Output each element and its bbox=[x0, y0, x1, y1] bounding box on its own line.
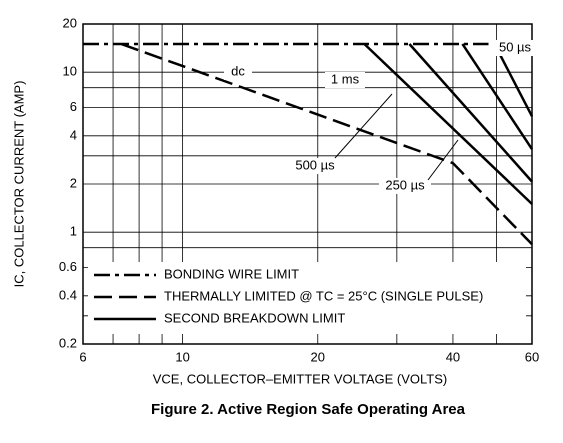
series-line bbox=[120, 42, 533, 246]
arrow bbox=[334, 93, 393, 159]
y-tick-label: 20 bbox=[63, 15, 77, 30]
series-line bbox=[408, 43, 533, 183]
legend-label: SECOND BREAKDOWN LIMIT bbox=[164, 310, 345, 325]
annotation-bg bbox=[379, 178, 431, 194]
chart-title: Figure 2. Active Region Safe Operating A… bbox=[151, 401, 466, 418]
annotation: dc bbox=[231, 63, 245, 78]
legend-label: BONDING WIRE LIMIT bbox=[164, 266, 299, 281]
y-tick-label: 0.2 bbox=[59, 335, 77, 350]
y-tick-label: 0.6 bbox=[59, 259, 77, 274]
annotation: 250 µs bbox=[385, 177, 425, 192]
annotation: 500 µs bbox=[295, 157, 335, 172]
x-tick-label: 10 bbox=[175, 349, 189, 364]
annotation: 1 ms bbox=[331, 71, 360, 86]
x-axis-label: VCE, COLLECTOR–EMITTER VOLTAGE (VOLTS) bbox=[153, 371, 447, 386]
y-tick-label: 2 bbox=[70, 175, 77, 190]
x-tick-label: 20 bbox=[311, 349, 325, 364]
annotation-bg bbox=[224, 64, 252, 80]
plot-area: 6 10 20 40 60 0.2 0.4 0.6 1 2 4 6 10 20 BONDING WIRE L… bbox=[59, 15, 539, 364]
legend-label: THERMALLY LIMITED @ TC = 25°C (SINGLE PU… bbox=[164, 288, 483, 303]
series-line bbox=[493, 43, 534, 117]
series-line bbox=[461, 43, 534, 150]
x-tick-label: 40 bbox=[446, 349, 460, 364]
y-tick-label: 4 bbox=[70, 127, 77, 142]
y-tick-label: 0.4 bbox=[59, 287, 77, 302]
y-tick-label: 1 bbox=[70, 224, 77, 239]
annotation-bg bbox=[325, 72, 365, 88]
x-tick-label: 60 bbox=[525, 349, 539, 364]
series-line bbox=[363, 43, 533, 205]
y-axis-label: IC, COLLECTOR CURRENT (AMP) bbox=[11, 81, 26, 288]
annotation-bg bbox=[289, 158, 341, 174]
legend: BONDING WIRE LIMIT THERMALLY LIMITED @ TC… bbox=[88, 262, 526, 334]
annotation: 50 µs bbox=[499, 39, 532, 54]
y-tick-label: 6 bbox=[70, 99, 77, 114]
x-tick-label: 6 bbox=[79, 349, 86, 364]
annotation-bg bbox=[492, 40, 538, 56]
legend-box bbox=[88, 262, 526, 334]
y-tick-label: 10 bbox=[63, 64, 77, 79]
arrow bbox=[427, 139, 459, 181]
